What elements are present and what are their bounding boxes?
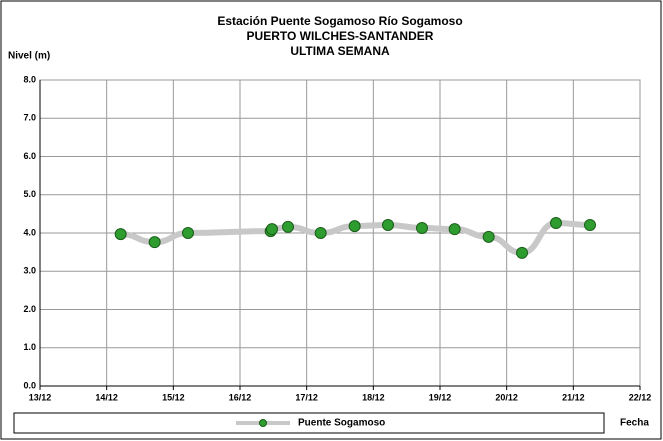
x-tick-label: 17/12 (295, 392, 318, 402)
x-tick-label: 14/12 (95, 392, 118, 402)
legend-label: Puente Sogamoso (298, 418, 385, 429)
data-point (416, 222, 428, 235)
data-point (550, 217, 562, 230)
y-tick-label: 6.0 (23, 151, 36, 161)
x-tick-label: 19/12 (429, 392, 452, 402)
chart-title: ULTIMA SEMANA (290, 44, 390, 58)
data-point (382, 218, 394, 231)
data-point (348, 220, 361, 233)
y-tick-label: 0.0 (23, 380, 36, 390)
x-tick-label: 20/12 (495, 392, 518, 402)
legend-marker (259, 419, 267, 427)
data-point (584, 218, 596, 231)
data-point (282, 220, 294, 233)
x-tick-label: 15/12 (162, 392, 185, 402)
data-point (314, 227, 327, 239)
y-tick-label: 1.0 (23, 342, 36, 352)
x-tick-label: 18/12 (362, 392, 385, 402)
data-point (114, 228, 127, 241)
y-tick-label: 3.0 (23, 266, 36, 276)
data-point (266, 223, 278, 236)
x-tick-label: 21/12 (562, 392, 585, 402)
chart-title: Estación Puente Sogamoso Río Sogamoso (217, 14, 462, 28)
y-axis-label: Nivel (m) (8, 51, 50, 62)
x-axis-label: Fecha (620, 418, 649, 429)
y-tick-label: 4.0 (23, 227, 36, 237)
data-point (148, 236, 161, 249)
data-point (516, 246, 528, 259)
legend (13, 412, 605, 434)
x-tick-label: 16/12 (229, 392, 252, 402)
y-tick-label: 2.0 (23, 304, 36, 314)
y-tick-label: 7.0 (23, 113, 36, 123)
chart-title: PUERTO WILCHES-SANTANDER (247, 29, 434, 43)
y-tick-label: 8.0 (23, 74, 36, 84)
x-tick-label: 22/12 (629, 392, 652, 402)
data-point (448, 223, 461, 236)
y-tick-label: 5.0 (23, 189, 36, 199)
data-point (182, 227, 194, 239)
x-tick-label: 13/12 (29, 392, 52, 402)
data-point (482, 230, 495, 243)
